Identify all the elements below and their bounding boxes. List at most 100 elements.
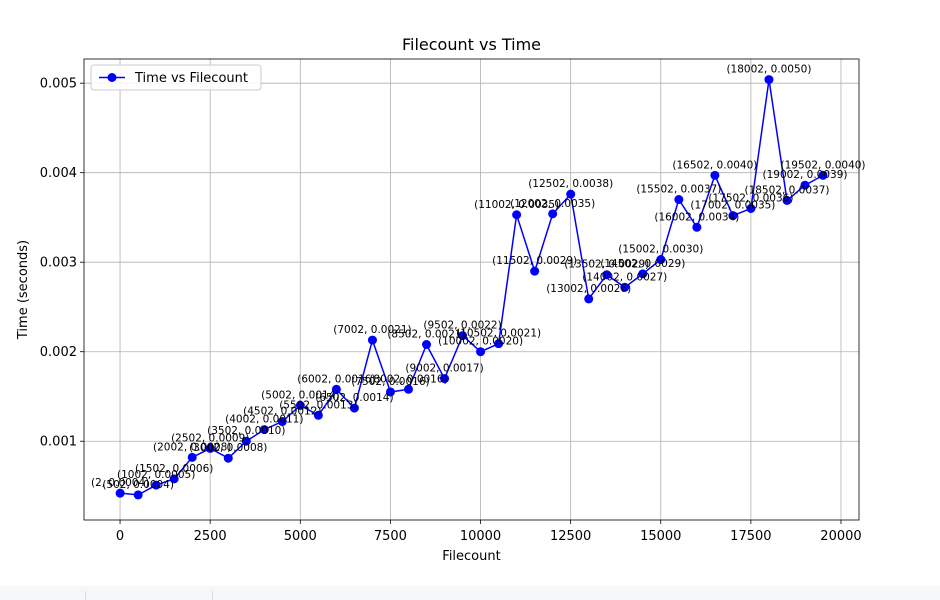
data-point <box>259 425 269 435</box>
data-point <box>187 452 197 462</box>
x-tick-label: 20000 <box>820 529 861 544</box>
data-point <box>422 340 432 350</box>
data-label: (7502, 0.0016) <box>351 376 429 388</box>
data-point <box>223 453 233 463</box>
data-point <box>692 222 702 232</box>
data-point <box>800 180 810 190</box>
data-point <box>512 210 522 220</box>
data-point <box>494 339 504 349</box>
data-point <box>277 417 287 427</box>
data-label: (2002, 0.0008) <box>153 441 231 453</box>
data-label: (6502, 0.0014) <box>315 392 393 404</box>
data-label: (7002, 0.0021) <box>333 324 411 336</box>
data-label: (16502, 0.0040) <box>672 159 757 171</box>
data-point <box>674 195 684 205</box>
legend-marker <box>107 73 117 82</box>
y-tick-label: 0.004 <box>40 166 77 181</box>
data-point <box>241 436 251 446</box>
data-point <box>656 255 666 265</box>
legend-box <box>90 64 262 91</box>
data-label: (19502, 0.0040) <box>781 159 866 171</box>
data-point <box>782 195 792 205</box>
data-label: (18502, 0.0037) <box>744 184 829 196</box>
data-point <box>385 387 395 397</box>
data-point <box>403 384 413 394</box>
data-point <box>349 403 359 413</box>
data-point <box>367 335 377 345</box>
data-label: (8502, 0.0021) <box>387 329 465 341</box>
x-tick-label: 5000 <box>284 529 317 544</box>
data-point <box>313 410 323 420</box>
data-label: (18002, 0.0050) <box>726 64 811 76</box>
data-point <box>115 488 125 498</box>
data-point <box>440 374 450 384</box>
data-label: (5002, 0.0014) <box>261 389 339 401</box>
data-label: (1002, 0.0005) <box>117 469 195 481</box>
x-tick-label: 17500 <box>730 529 771 544</box>
data-label: (1502, 0.0006) <box>135 463 213 475</box>
data-label: (6002, 0.0016) <box>297 373 375 385</box>
data-point <box>476 347 486 357</box>
data-point <box>133 490 143 500</box>
data-point <box>620 282 630 292</box>
bottom-status-bar <box>0 586 940 600</box>
data-label: (5502, 0.0013) <box>279 399 357 411</box>
data-label: (4002, 0.0011) <box>225 414 303 426</box>
chart-title: Filecount vs Time <box>402 35 541 54</box>
x-tick-label: 10000 <box>460 529 501 544</box>
data-label: (12002, 0.0035) <box>510 198 595 210</box>
data-label: (17002, 0.0035) <box>690 200 775 212</box>
data-label: (502, 0.0004) <box>102 479 174 491</box>
data-point <box>764 75 774 85</box>
data-label: (14002, 0.0027) <box>582 271 667 283</box>
y-tick-label: 0.003 <box>40 256 77 271</box>
data-point <box>331 384 341 394</box>
y-tick-label: 0.005 <box>40 77 77 92</box>
data-label: (3002, 0.0008) <box>189 442 267 454</box>
y-tick-label: 0.001 <box>40 435 77 450</box>
data-label: (13002, 0.0026) <box>546 283 631 295</box>
data-label: (11002, 0.0035) <box>474 199 559 211</box>
x-axis-label: Filecount <box>442 549 500 564</box>
data-point <box>728 211 738 221</box>
data-point <box>638 269 648 279</box>
y-tick-label: 0.002 <box>40 345 77 360</box>
data-point <box>818 170 828 180</box>
plot-frame <box>83 58 860 521</box>
data-label: (3502, 0.0010) <box>207 425 285 437</box>
data-point <box>584 294 594 304</box>
data-label: (10502, 0.0021) <box>456 328 541 340</box>
data-label: (15002, 0.0030) <box>618 244 703 256</box>
data-point <box>295 400 305 410</box>
x-axis: 0 2500 5000 7500 10000 12500 15000 17500 20000 <box>116 520 862 544</box>
data-point <box>602 270 612 280</box>
data-point <box>530 266 540 276</box>
legend-entry: Time vs Filecount <box>134 71 248 86</box>
x-tick-label: 15000 <box>640 529 681 544</box>
y-axis-label: Time (seconds) <box>16 240 31 340</box>
data-point <box>548 209 558 219</box>
data-label: (17502, 0.0036) <box>708 192 793 204</box>
data-label: (9502, 0.0022) <box>423 320 501 332</box>
data-label: (19002, 0.0039) <box>762 169 847 181</box>
grid <box>84 59 859 520</box>
x-tick-label: 0 <box>116 529 124 544</box>
data-point <box>710 170 720 180</box>
x-tick-label: 2500 <box>194 529 227 544</box>
data-label: (2502, 0.0009) <box>171 432 249 444</box>
data-point <box>458 331 468 341</box>
data-label: (14502, 0.0029) <box>600 258 685 270</box>
data-point <box>151 480 161 490</box>
data-label: (15502, 0.0037) <box>636 184 721 196</box>
data-label: (16002, 0.0034) <box>654 211 739 223</box>
bottom-bar-divider <box>85 591 86 600</box>
series-line <box>120 79 824 496</box>
y-axis: 0.001 0.002 0.003 0.004 0.005 <box>40 77 84 450</box>
data-label: (9002, 0.0017) <box>405 363 483 375</box>
data-point <box>746 203 756 213</box>
data-label: (11502, 0.0029) <box>492 255 577 267</box>
data-label: (13502, 0.0029) <box>564 259 649 271</box>
data-label: (2, 0.0004) <box>91 477 149 489</box>
